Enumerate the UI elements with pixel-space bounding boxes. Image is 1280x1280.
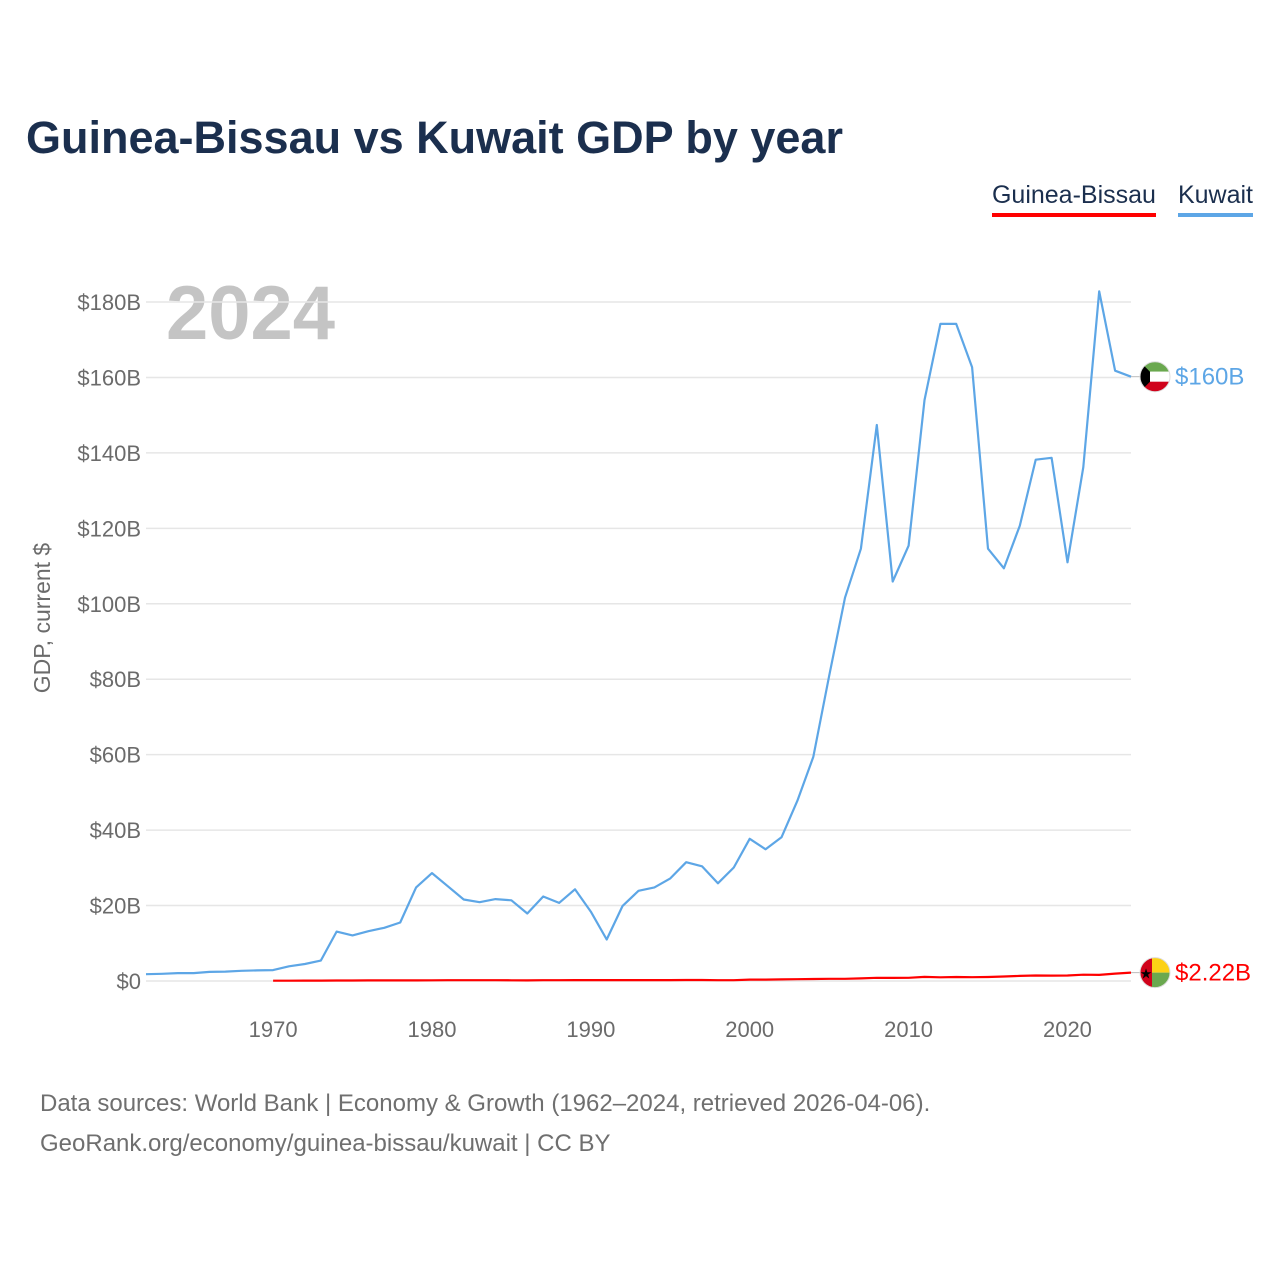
legend-item-guinea-bissau[interactable]: Guinea-Bissau (991, 181, 1156, 217)
chart-title: Guinea-Bissau vs Kuwait GDP by year (26, 112, 843, 163)
legend-item-kuwait[interactable]: Kuwait (1177, 181, 1253, 217)
guinea-bissau-flag-icon: ★ (1139, 957, 1171, 989)
series-line-kuwait[interactable] (145, 290, 1132, 976)
source-line-2[interactable]: GeoRank.org/economy/guinea-bissau/kuwait… (40, 1130, 611, 1157)
y-axis-label: GDP, current $ (29, 543, 55, 694)
legend: Guinea-Bissau Kuwait (991, 181, 1253, 217)
end-value-label: $2.22B (1175, 960, 1251, 987)
x-tick-label: 1990 (566, 1017, 615, 1042)
y-tick-label: $0 (117, 969, 141, 994)
y-tick-label: $140B (77, 441, 141, 466)
y-tick-label: $120B (77, 516, 141, 541)
x-tick-label: 2020 (1043, 1017, 1092, 1042)
source-note: Data sources: World Bank | Economy & Gro… (40, 1084, 930, 1164)
source-line-1: Data sources: World Bank | Economy & Gro… (40, 1090, 931, 1117)
series-line-guinea-bissau[interactable] (273, 971, 1132, 982)
x-tick-label: 2000 (725, 1017, 774, 1042)
year-watermark: 2024 (166, 271, 335, 356)
y-tick-label: $60B (90, 743, 141, 768)
x-tick-label: 2010 (884, 1017, 933, 1042)
x-tick-label: 1980 (407, 1017, 456, 1042)
y-tick-label: $80B (90, 667, 141, 692)
y-tick-label: $180B (77, 290, 141, 315)
y-tick-label: $160B (77, 365, 141, 390)
kuwait-flag-icon (1139, 361, 1171, 393)
star-icon: ★ (1140, 966, 1153, 982)
y-tick-label: $40B (90, 818, 141, 843)
y-tick-label: $100B (77, 592, 141, 617)
y-tick-label: $20B (90, 894, 141, 919)
x-tick-label: 1970 (249, 1017, 298, 1042)
end-value-label: $160B (1175, 364, 1244, 391)
